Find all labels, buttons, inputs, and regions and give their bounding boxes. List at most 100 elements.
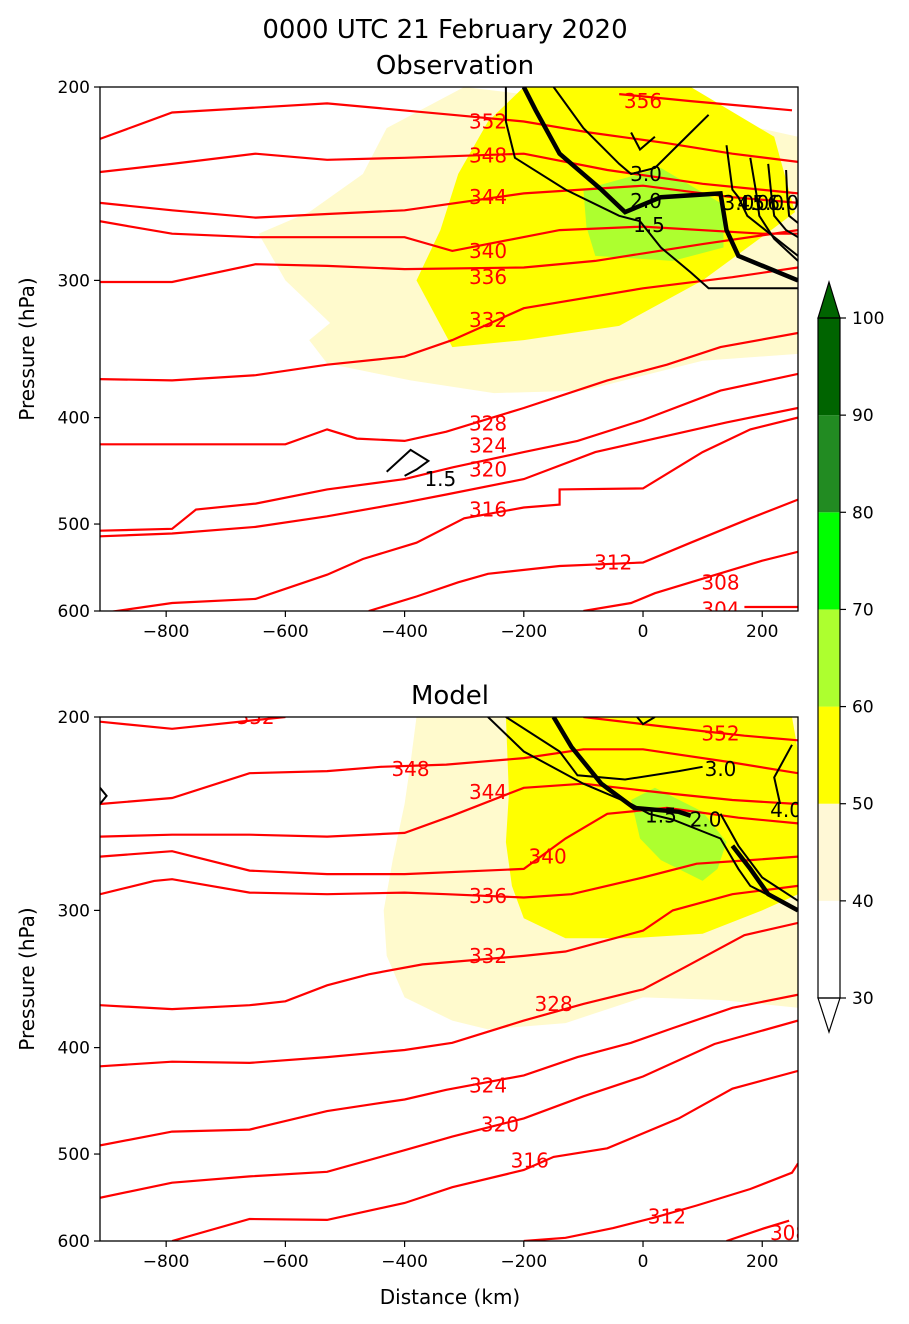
x-tick-label: −200 [500,1252,547,1272]
theta-label: 336 [469,884,507,908]
pv-label: 1.5 [645,804,677,828]
model-ylabel: Pressure (hPa) [15,907,39,1050]
colorbar-tick-label: 60 [852,698,874,718]
pv-contour-1.5 [386,448,431,477]
x-tick-label: −400 [381,622,428,642]
x-tick-label: −400 [381,1252,428,1272]
theta-label: 328 [469,412,507,436]
colorbar-tick-label: 90 [852,406,874,426]
theta-contour-308 [726,1219,790,1241]
colorbar-tick-label: 80 [852,503,874,523]
x-tick-label: −800 [143,1252,190,1272]
axes-frame [99,716,799,1242]
pv-contour-4 [749,157,798,262]
theta-contour-316 [171,1069,798,1241]
x-tick-label: −800 [143,622,190,642]
pv-contour-2 [551,717,692,818]
pv-contour-1.5 [504,87,798,290]
y-tick-label: 300 [58,271,90,291]
plot-area: 352 352 348 344 340 336 332 328 324 320 316 312 308 1… [100,717,808,1245]
axes-frame [99,86,799,612]
y-tick-label: 200 [58,78,90,98]
pv-contour-3 [552,87,710,176]
theta-contour-352 [583,717,798,742]
theta-label: 344 [469,780,507,804]
theta-label: 348 [469,144,507,168]
theta-label: 324 [469,1073,507,1097]
pv-contour-3 [636,717,656,726]
theta-label: 308 [701,570,739,594]
theta-contour-344 [100,782,798,838]
colorbar-bin-40-50 [818,803,840,901]
colorbar-bin-70-80 [818,512,840,610]
pv-label: 4.0 [737,191,769,215]
theta-label: 312 [594,551,632,575]
theta-contour-356 [619,93,793,112]
theta-contour-348 [100,152,798,195]
theta-contour-336 [100,855,798,899]
pv-contour-3 [630,132,656,152]
pv-contour-1.5 [100,787,108,805]
colorbar-tick-label: 100 [852,309,884,329]
y-tick-label: 300 [58,901,90,921]
model-panel: 352 352 348 344 340 336 332 328 324 320 316 312 308 1… [58,708,808,1272]
y-tick-label: 500 [58,1145,90,1165]
y-tick-label: 400 [58,1039,90,1059]
theta-contour-340 [100,220,798,253]
pv-label: 3.0 [705,757,737,781]
pv-contour-3 [725,145,798,257]
x-tick-label: 0 [638,1252,649,1272]
obs-ylabel: Pressure (hPa) [15,277,39,420]
theta-label: 320 [481,1113,519,1137]
pv-contour-2 [521,87,798,283]
theta-contour-324 [100,993,798,1147]
pv-contour-3 [719,813,798,902]
theta-label: 308 [770,1221,808,1245]
theta-contour-308 [583,550,798,611]
theta-label: 324 [469,433,507,457]
pv-contour-4 [773,744,793,805]
pv-contour-2 [730,844,798,913]
theta-label: 340 [469,239,507,263]
pv-label: 3.0 [722,191,754,215]
pv-label: 2.0 [630,189,662,213]
theta-contour-340 [100,806,798,876]
theta-contour-348 [100,748,798,806]
figure-suptitle: 0000 UTC 21 February 2020 [262,15,627,45]
theta-label: 344 [469,185,507,209]
model-xlabel: Distance (km) [380,1285,520,1309]
theta-label: 304 [701,597,739,621]
colorbar-tick-label: 30 [852,989,874,1009]
theta-label: 348 [391,757,429,781]
colorbar-tick-label: 40 [852,892,874,912]
model-panel-title: Model [411,681,489,711]
pv-contour-1.5 [487,717,798,912]
colorbar-bin-90-100 [818,318,840,416]
obs-panel-title: Observation [376,51,534,81]
pv-label: 2.0 [690,808,722,832]
theta-contour-328 [100,331,798,446]
colorbar-tick-label: 50 [852,795,874,815]
colorbar-bin-50-60 [818,706,840,804]
theta-label: 332 [469,308,507,332]
theta-label: 340 [529,845,567,869]
pv-label: 5.0 [752,191,784,215]
theta-contour-312 [368,498,798,611]
colorbar-tick-label: 70 [852,600,874,620]
colorbar-bin-60-70 [818,609,840,707]
y-tick-label: 600 [58,602,90,622]
pv-label: 4.0 [770,798,802,822]
pv-label: 3.0 [630,162,662,186]
colorbar-extend-min [817,997,841,1034]
colorbar-extend-max [817,279,841,319]
colorbar-bin-30-40 [818,900,840,998]
x-tick-label: 200 [746,622,778,642]
theta-contour-312 [523,1162,798,1241]
theta-contour-352 [100,717,286,730]
pv-contour-5 [767,163,798,239]
theta-label: 328 [535,992,573,1016]
y-tick-label: 500 [58,515,90,535]
